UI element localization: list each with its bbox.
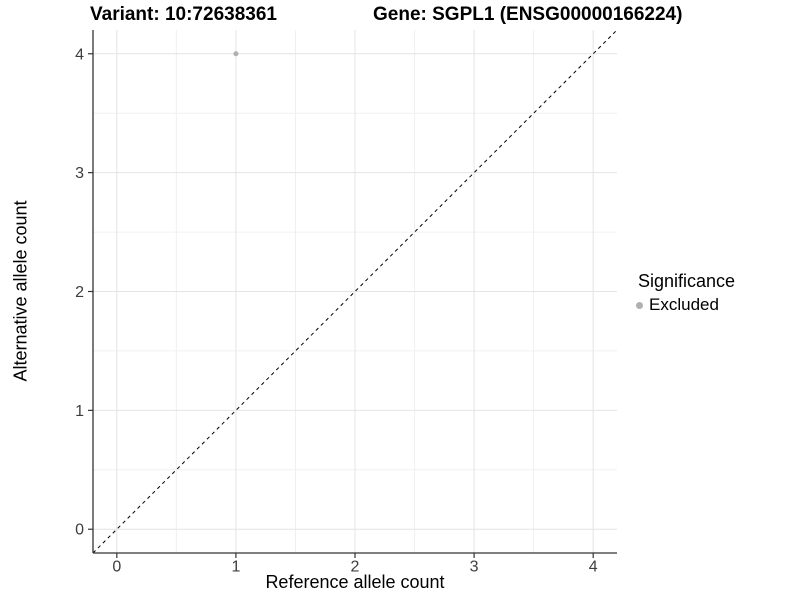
legend-entries: Excluded: [632, 295, 735, 315]
legend-dot-icon: [636, 301, 643, 309]
legend-key: [632, 301, 647, 309]
y-tick-label: 3: [75, 165, 84, 182]
y-tick-label: 2: [75, 284, 84, 301]
legend-title: Significance: [638, 271, 736, 291]
identity-dashed-line: [93, 30, 617, 553]
x-tick-label: 1: [231, 559, 240, 576]
x-tick-label: 4: [589, 559, 598, 576]
x-tick-label: 2: [351, 559, 360, 576]
y-tick-label: 1: [75, 403, 84, 420]
legend-label: Excluded: [649, 295, 719, 314]
gene-title: Gene: SGPL1 (ENSG00000166224): [373, 4, 683, 25]
x-tick-label: 0: [112, 559, 121, 576]
x-tick-label: 3: [470, 559, 479, 576]
legend: Significance Excluded: [632, 271, 735, 315]
y-tick-label: 0: [75, 522, 84, 539]
legend-entry: Excluded: [632, 295, 735, 315]
variant-title: Variant: 10:72638361: [90, 4, 277, 25]
data-point: [233, 51, 239, 57]
y-tick-label: 4: [75, 46, 84, 63]
y-axis-title: Alternative allele count: [10, 200, 31, 382]
x-axis-title: Reference allele count: [265, 572, 445, 592]
